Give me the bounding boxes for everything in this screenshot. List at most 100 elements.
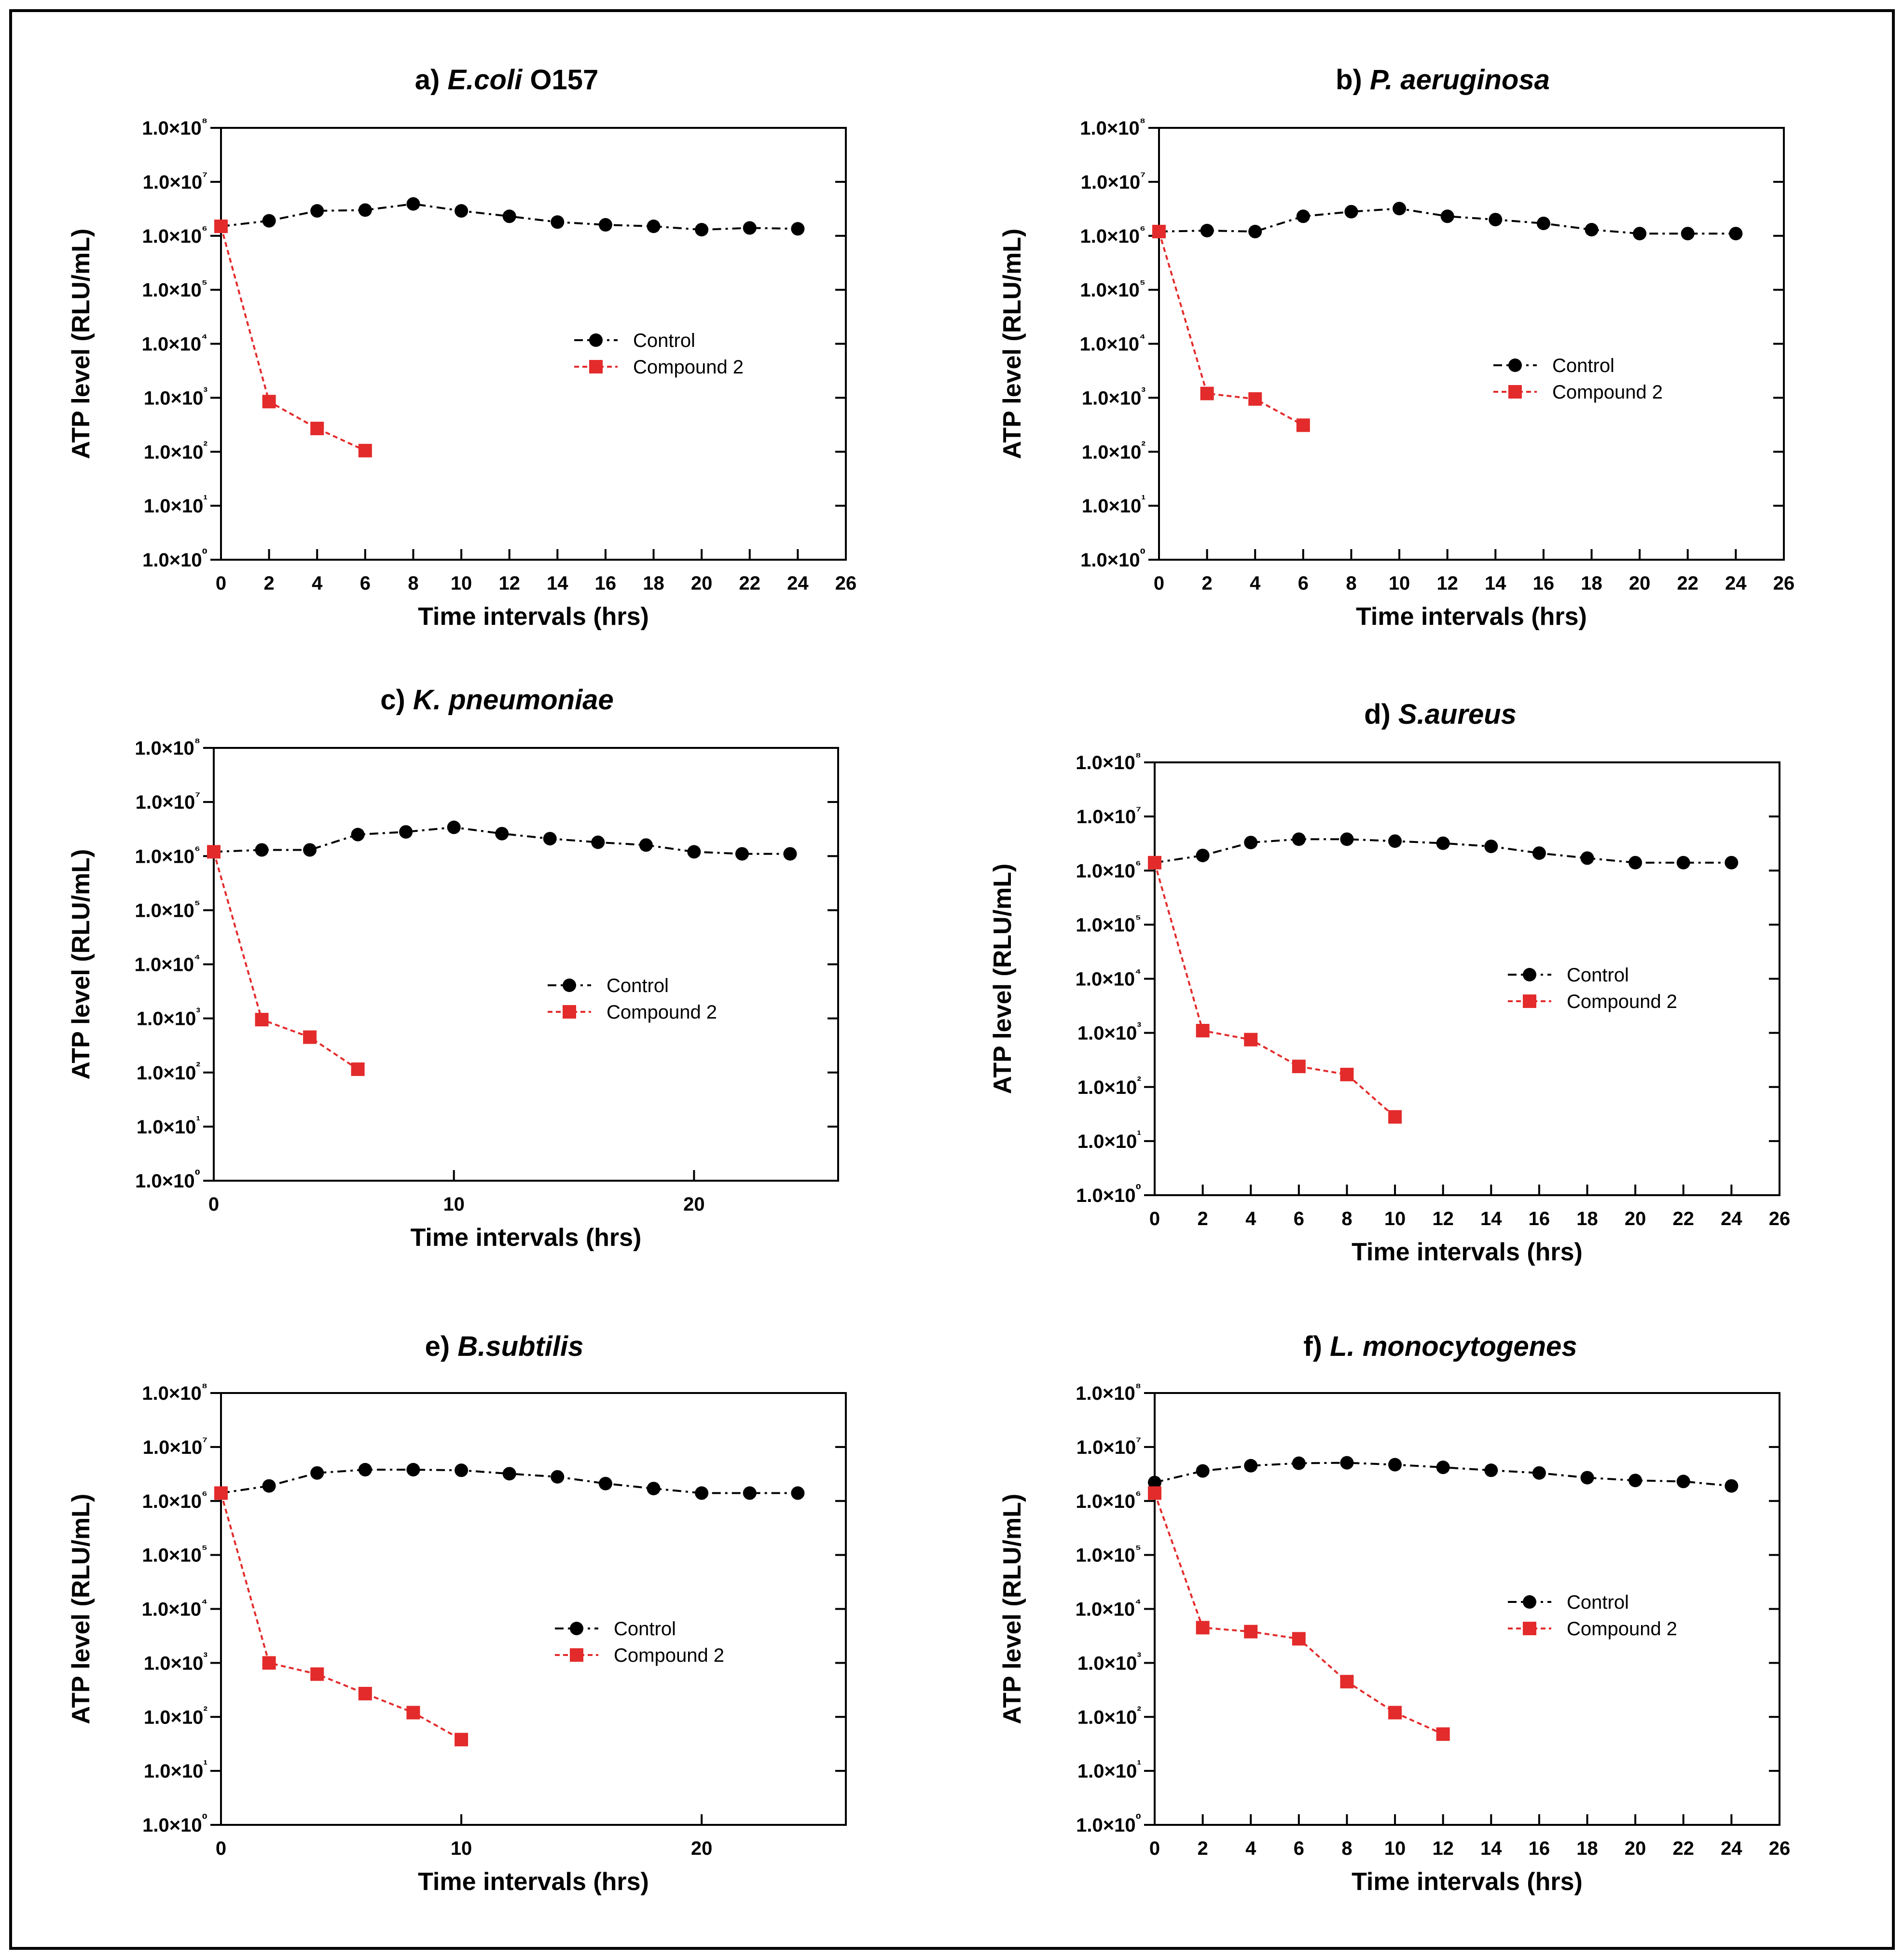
- control-data-point: [1196, 1464, 1210, 1478]
- y-tick-label-base: 1.0×10: [1080, 550, 1140, 571]
- plot-frame: [1158, 127, 1785, 561]
- y-tick-label: 1.0×10⁷: [1076, 1434, 1141, 1458]
- control-data-point: [310, 204, 324, 218]
- control-data-point: [1729, 227, 1743, 241]
- control-data-point: [358, 1462, 372, 1476]
- y-tick-label: 1.0×10⁸: [1076, 749, 1141, 773]
- x-tick-label: 8: [408, 573, 418, 594]
- plot-frame: [1154, 1392, 1780, 1826]
- control-data-point: [598, 218, 612, 232]
- control-data-point: [447, 820, 461, 834]
- y-tick-label: 1.0×10³: [1077, 1649, 1141, 1674]
- legend: Control Compound 2: [548, 975, 717, 1023]
- y-tick-label-exponent: ⁴: [201, 1596, 207, 1610]
- y-tick-label-exponent: ⁸: [194, 734, 200, 749]
- legend-compound-marker: [1523, 1622, 1536, 1635]
- y-tick-label-exponent: ⁶: [1135, 857, 1141, 871]
- x-tick-label: 26: [1769, 1838, 1791, 1859]
- y-tick-label-base: 1.0×10: [1081, 172, 1140, 193]
- y-tick-label-exponent: ¹: [203, 492, 207, 507]
- x-tick-label: 6: [1294, 1208, 1304, 1229]
- x-tick-label: 26: [1769, 1208, 1791, 1229]
- y-tick-label: 1.0×10¹: [144, 1757, 207, 1782]
- x-tick-label: 20: [691, 573, 713, 594]
- x-tick-label: 0: [1149, 1838, 1160, 1859]
- legend-control-label: Control: [1567, 1592, 1629, 1613]
- y-tick-label-base: 1.0×10: [136, 792, 195, 813]
- legend-control-label: Control: [1552, 355, 1614, 376]
- y-tick-label-exponent: ⁸: [202, 1380, 207, 1394]
- legend-compound-label: Compound 2: [1567, 1618, 1677, 1640]
- y-tick-label-base: 1.0×10: [1077, 1707, 1137, 1728]
- control-data-point: [455, 204, 469, 218]
- y-tick-label: 1.0×10⁵: [142, 276, 207, 301]
- y-tick-label-exponent: ⁵: [194, 897, 200, 911]
- y-tick-label: 1.0×10²: [137, 1059, 200, 1084]
- compound-data-point: [1340, 1675, 1354, 1689]
- control-data-point: [1484, 840, 1498, 854]
- y-tick-label: 1.0×10⁵: [135, 897, 200, 921]
- compound-data-point: [303, 1030, 317, 1044]
- y-tick-label-base: 1.0×10: [1076, 969, 1135, 990]
- x-tick-label: 12: [1436, 573, 1458, 594]
- control-data-point: [1292, 1456, 1306, 1470]
- x-tick-label: 18: [1581, 573, 1602, 594]
- control-data-point: [1532, 1466, 1546, 1480]
- y-tick-label-exponent: ⁰: [1140, 546, 1145, 561]
- y-tick-label: 1.0×10⁵: [142, 1542, 207, 1566]
- legend: Control Compound 2: [555, 1618, 724, 1666]
- y-tick-label-base: 1.0×10: [1077, 1077, 1137, 1098]
- y-axis-label: ATP level (RLU/mL): [998, 1494, 1026, 1724]
- x-tick-label: 16: [595, 573, 617, 594]
- y-tick-label-exponent: ⁷: [195, 788, 200, 803]
- y-tick-label-exponent: ⁵: [1135, 911, 1141, 925]
- x-tick-label: 16: [1529, 1838, 1550, 1859]
- compound-data-point: [1388, 1706, 1402, 1720]
- y-tick-label-base: 1.0×10: [1080, 334, 1139, 355]
- y-tick-label-exponent: ⁰: [202, 546, 207, 561]
- compound-data-point: [310, 1667, 324, 1681]
- x-tick-label: 0: [208, 1194, 219, 1215]
- control-data-point: [1628, 1474, 1642, 1488]
- x-tick-label: 4: [1245, 1838, 1256, 1859]
- compound-data-point: [1296, 418, 1310, 432]
- legend-compound-marker: [1508, 385, 1522, 399]
- y-tick-label-base: 1.0×10: [142, 1815, 202, 1836]
- compound-data-point: [1244, 1625, 1258, 1639]
- compound-data-point: [1148, 1486, 1161, 1500]
- legend-control-label: Control: [633, 330, 695, 351]
- y-tick-label-base: 1.0×10: [143, 1437, 202, 1458]
- y-tick-label: 1.0×10⁵: [1076, 1542, 1141, 1566]
- compound-data-point: [1148, 855, 1161, 869]
- legend-compound-label: Compound 2: [633, 357, 744, 378]
- control-data-point: [1244, 1459, 1258, 1473]
- y-tick-label-base: 1.0×10: [144, 496, 203, 517]
- chart-title: c) K. pneumoniae: [380, 684, 613, 716]
- y-tick-label-exponent: ³: [1141, 384, 1145, 399]
- y-tick-label: 1.0×10⁴: [1076, 966, 1141, 990]
- y-tick-label-base: 1.0×10: [1076, 914, 1135, 936]
- y-tick-label: 1.0×10¹: [1082, 492, 1145, 517]
- control-data-point: [551, 215, 565, 229]
- y-tick-label-exponent: ³: [203, 384, 207, 399]
- y-tick-label: 1.0×10²: [1077, 1703, 1141, 1728]
- y-tick-label: 1.0×10¹: [1077, 1757, 1141, 1782]
- y-tick-label-base: 1.0×10: [1082, 441, 1141, 463]
- y-tick-label: 1.0×10⁷: [1081, 168, 1145, 193]
- compound-series-line: [220, 1492, 462, 1741]
- x-tick-label: 6: [1298, 573, 1309, 594]
- y-tick-label-base: 1.0×10: [135, 846, 194, 867]
- y-tick-label-base: 1.0×10: [135, 738, 194, 759]
- x-tick-label: 24: [1721, 1838, 1742, 1859]
- y-tick-label: 1.0×10⁴: [142, 331, 207, 355]
- control-data-point: [1436, 836, 1450, 850]
- y-tick-label-base: 1.0×10: [135, 1171, 194, 1192]
- control-data-point: [1676, 855, 1690, 869]
- control-data-point: [406, 197, 420, 211]
- y-tick-label-base: 1.0×10: [1076, 1437, 1136, 1458]
- y-tick-label-base: 1.0×10: [142, 280, 201, 301]
- x-tick-label: 26: [835, 573, 857, 594]
- compound-data-point: [214, 1486, 228, 1500]
